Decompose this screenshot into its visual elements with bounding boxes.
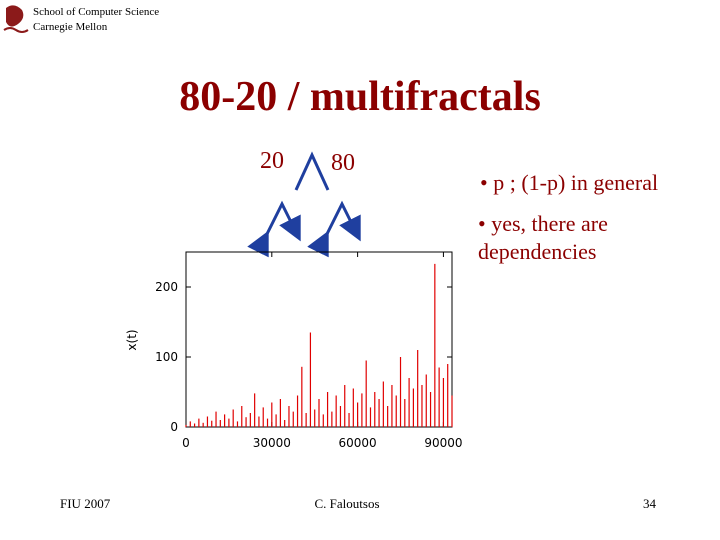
header-university: Carnegie Mellon bbox=[33, 21, 108, 33]
footer-page: 34 bbox=[643, 496, 657, 511]
x-tick-label: 90000 bbox=[424, 436, 462, 450]
x-tick-label: 60000 bbox=[339, 436, 377, 450]
header-school: School of Computer Science bbox=[33, 6, 159, 18]
logo bbox=[3, 5, 29, 33]
y-tick-label: 200 bbox=[155, 280, 178, 294]
x-tick-label: 0 bbox=[182, 436, 190, 450]
diagram-right: 80 bbox=[331, 150, 355, 176]
bullet: • yes, there are dependencies bbox=[478, 211, 608, 264]
slide-title: 80-20 / multifractals bbox=[179, 74, 541, 120]
footer-center: C. Faloutsos bbox=[314, 496, 379, 511]
y-tick-label: 100 bbox=[155, 350, 178, 364]
bullet: • p ; (1-p) in general bbox=[480, 170, 658, 195]
diagram-arrows bbox=[247, 151, 361, 258]
y-axis-label: x(t) bbox=[125, 329, 139, 350]
diagram-left: 20 bbox=[260, 148, 284, 174]
bullet-box: • yes, there are dependencies bbox=[478, 211, 608, 264]
y-tick-label: 0 bbox=[170, 420, 178, 434]
x-tick-label: 30000 bbox=[253, 436, 291, 450]
footer-left: FIU 2007 bbox=[60, 496, 111, 511]
